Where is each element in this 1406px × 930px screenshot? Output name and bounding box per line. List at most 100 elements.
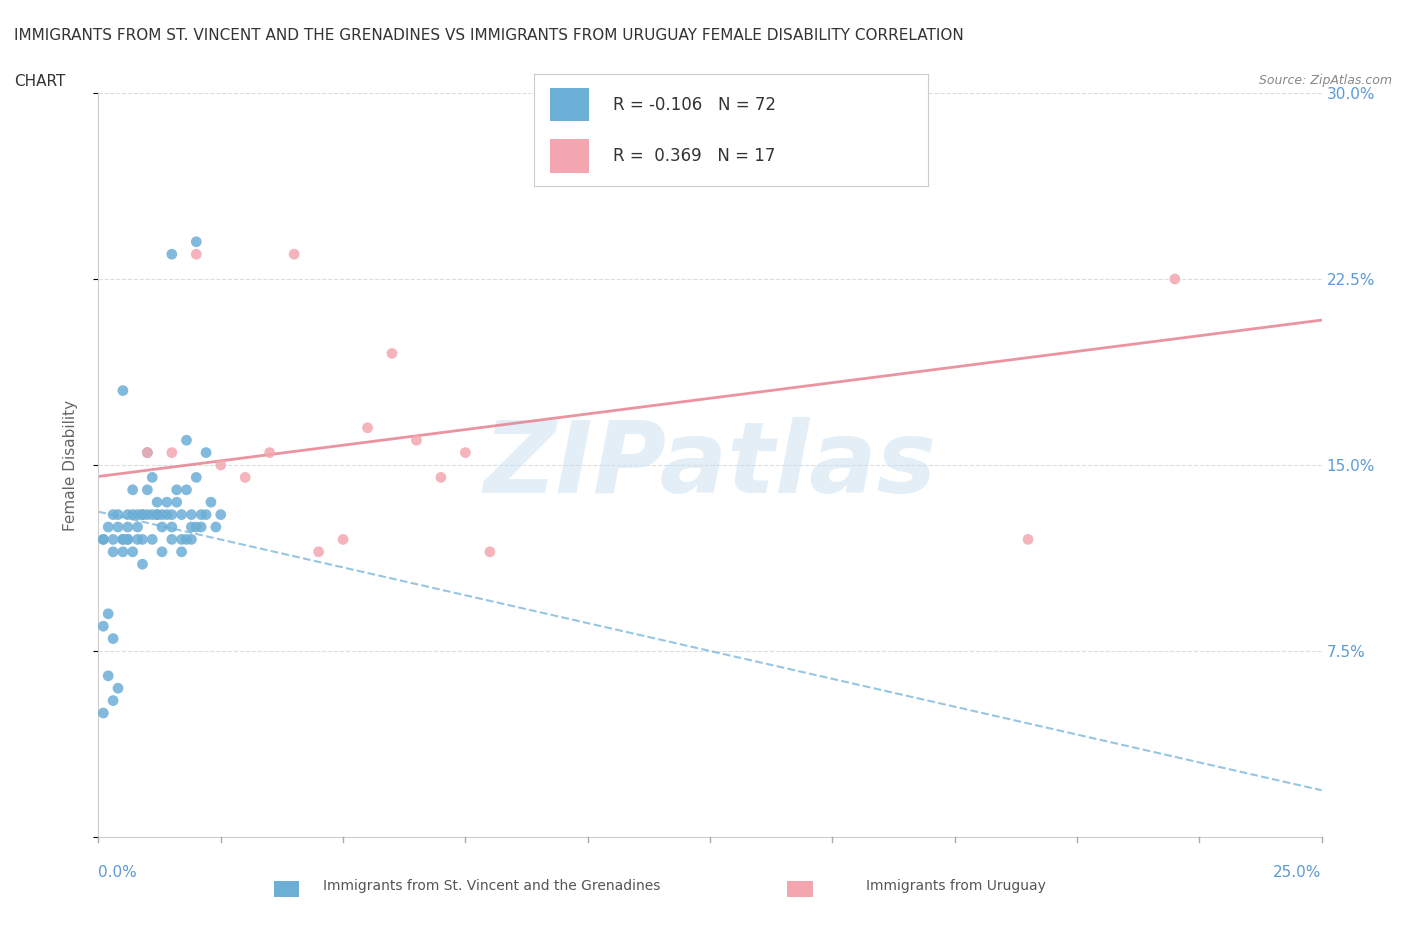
- Point: [101, 631, 124, 646]
- Point: [166, 483, 188, 498]
- Point: [150, 544, 173, 559]
- Point: [146, 495, 169, 510]
- Point: [141, 507, 163, 522]
- Point: [405, 432, 427, 447]
- Point: [1017, 532, 1039, 547]
- Point: [101, 507, 124, 522]
- Point: [209, 458, 232, 472]
- Point: [101, 532, 124, 547]
- Point: [111, 532, 134, 547]
- Point: [136, 445, 159, 460]
- Point: [160, 246, 183, 261]
- Point: [141, 470, 163, 485]
- Point: [107, 520, 129, 535]
- Point: [97, 606, 120, 621]
- Text: 25.0%: 25.0%: [1274, 865, 1322, 880]
- Point: [111, 383, 134, 398]
- Point: [156, 507, 179, 522]
- Y-axis label: Female Disability: Female Disability: [63, 400, 77, 530]
- Point: [454, 445, 477, 460]
- Point: [97, 520, 120, 535]
- Point: [91, 532, 114, 547]
- Text: IMMIGRANTS FROM ST. VINCENT AND THE GRENADINES VS IMMIGRANTS FROM URUGUAY FEMALE: IMMIGRANTS FROM ST. VINCENT AND THE GREN…: [14, 28, 963, 43]
- Point: [170, 507, 193, 522]
- Point: [107, 681, 129, 696]
- Point: [180, 520, 202, 535]
- Point: [332, 532, 354, 547]
- Point: [205, 520, 228, 535]
- Point: [136, 445, 159, 460]
- Point: [91, 532, 114, 547]
- Point: [356, 420, 378, 435]
- Point: [259, 445, 281, 460]
- Point: [186, 246, 208, 261]
- Point: [1164, 272, 1187, 286]
- Point: [127, 532, 149, 547]
- Point: [200, 495, 222, 510]
- Point: [111, 532, 134, 547]
- Point: [91, 618, 114, 633]
- Text: R = -0.106   N = 72: R = -0.106 N = 72: [613, 96, 776, 113]
- Point: [430, 470, 453, 485]
- Point: [156, 495, 179, 510]
- Point: [160, 445, 183, 460]
- Text: Immigrants from St. Vincent and the Grenadines: Immigrants from St. Vincent and the Gren…: [323, 879, 661, 893]
- Point: [91, 706, 114, 721]
- Point: [170, 544, 193, 559]
- Point: [186, 470, 208, 485]
- Point: [101, 693, 124, 708]
- Point: [150, 507, 173, 522]
- Point: [170, 532, 193, 547]
- Point: [180, 532, 202, 547]
- Point: [209, 507, 232, 522]
- Point: [117, 520, 139, 535]
- Point: [101, 544, 124, 559]
- Point: [308, 544, 330, 559]
- Point: [160, 507, 183, 522]
- Point: [190, 507, 212, 522]
- FancyBboxPatch shape: [550, 140, 589, 173]
- Point: [117, 532, 139, 547]
- Point: [180, 507, 202, 522]
- Point: [131, 507, 153, 522]
- Point: [97, 669, 120, 684]
- Point: [131, 557, 153, 572]
- Text: Source: ZipAtlas.com: Source: ZipAtlas.com: [1258, 74, 1392, 87]
- Point: [190, 520, 212, 535]
- Point: [195, 445, 218, 460]
- Text: CHART: CHART: [14, 74, 66, 89]
- Point: [233, 470, 256, 485]
- Point: [131, 507, 153, 522]
- Point: [176, 483, 198, 498]
- Point: [381, 346, 404, 361]
- Point: [121, 544, 143, 559]
- Text: ZIPatlas: ZIPatlas: [484, 417, 936, 513]
- Point: [195, 507, 218, 522]
- Point: [283, 246, 305, 261]
- Point: [117, 532, 139, 547]
- Point: [146, 507, 169, 522]
- Point: [160, 520, 183, 535]
- Point: [176, 532, 198, 547]
- Text: 0.0%: 0.0%: [98, 865, 138, 880]
- Point: [176, 432, 198, 447]
- Text: R =  0.369   N = 17: R = 0.369 N = 17: [613, 147, 775, 165]
- Point: [160, 532, 183, 547]
- Point: [141, 532, 163, 547]
- Point: [121, 507, 143, 522]
- Point: [150, 520, 173, 535]
- Point: [127, 520, 149, 535]
- Point: [136, 507, 159, 522]
- Point: [121, 483, 143, 498]
- Point: [146, 507, 169, 522]
- Point: [111, 544, 134, 559]
- Point: [131, 532, 153, 547]
- Point: [186, 520, 208, 535]
- FancyBboxPatch shape: [550, 87, 589, 121]
- Text: Immigrants from Uruguay: Immigrants from Uruguay: [866, 879, 1046, 893]
- Point: [166, 495, 188, 510]
- Point: [478, 544, 501, 559]
- Point: [107, 507, 129, 522]
- Point: [186, 234, 208, 249]
- Point: [117, 507, 139, 522]
